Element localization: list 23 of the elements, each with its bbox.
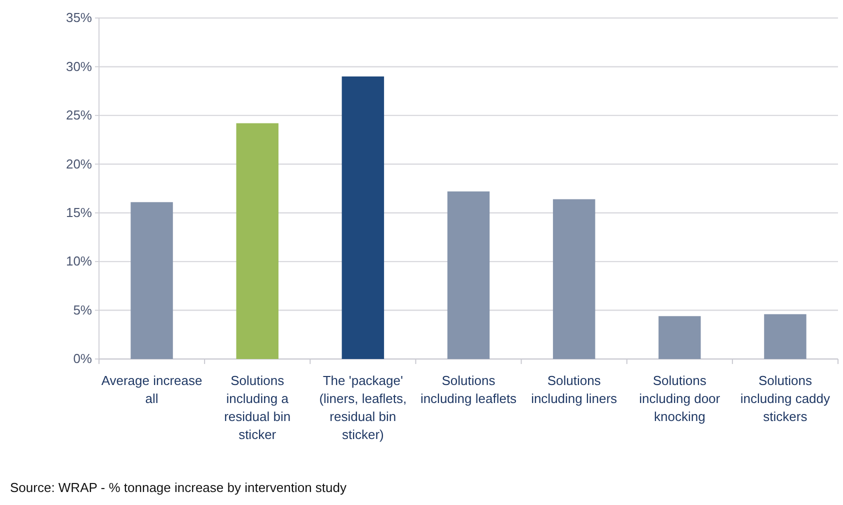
- y-tick-label: 35%: [66, 10, 92, 26]
- bar: [130, 202, 173, 359]
- bar: [764, 314, 806, 359]
- bar: [236, 123, 278, 359]
- y-tick-label: 25%: [66, 108, 92, 123]
- bar: [447, 191, 490, 359]
- x-tick-label: Solutions including door knocking: [639, 373, 721, 424]
- bar: [658, 316, 701, 359]
- y-tick-label: 5%: [73, 302, 92, 318]
- y-tick-label: 20%: [66, 156, 92, 172]
- x-tick-label: The 'package' (liners, leaflets, residual bin sticker): [319, 373, 407, 442]
- x-tick-label: Solutions including caddy stickers: [740, 373, 831, 424]
- x-tick-label: Average increase all: [101, 373, 202, 406]
- x-tick-label: Solutions including a residual bin sticker: [224, 373, 291, 442]
- y-tick-label: 15%: [66, 205, 92, 220]
- bar: [342, 76, 384, 359]
- source-note: Source: WRAP - % tonnage increase by intervention study: [10, 480, 347, 495]
- y-tick-label: 10%: [66, 254, 92, 269]
- x-tick-label: Solutions including leaflets: [420, 373, 518, 406]
- y-tick-label: 0%: [73, 351, 92, 366]
- x-tick-label: Solutions including liners: [531, 373, 618, 406]
- y-tick-label: 30%: [66, 58, 92, 74]
- bar: [552, 199, 596, 359]
